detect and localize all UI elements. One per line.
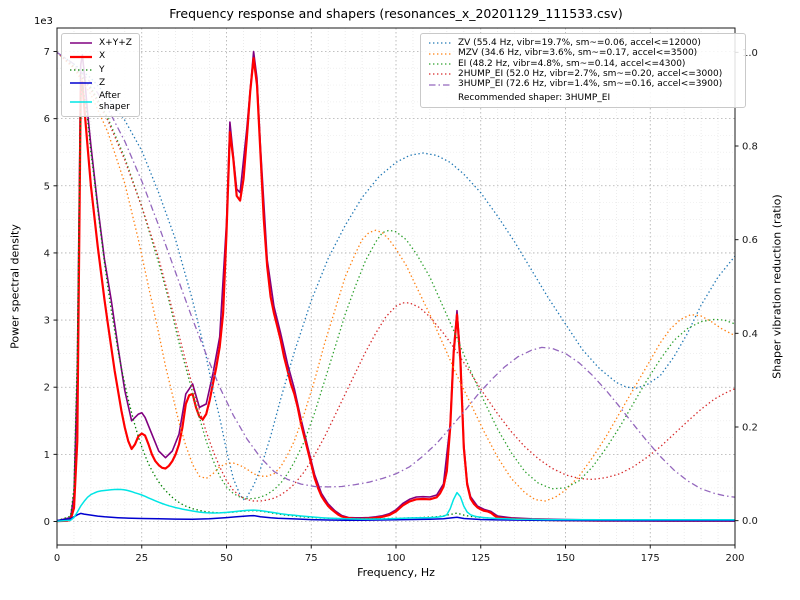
series-zv	[57, 51, 735, 501]
legend-label: X	[99, 51, 106, 62]
x-tick-label: 200	[725, 553, 744, 564]
legend-label: After shaper	[99, 91, 130, 112]
axis-ticks: 0 25 50 75 100 125 150 175 200 0 1 2 3 4 5 6 7 0.0 0.2 0.4 0…	[44, 47, 758, 564]
legend-line-z-icon	[70, 82, 92, 84]
legend-item-y: Y	[69, 65, 132, 75]
series-mzv	[57, 51, 735, 502]
x-tick-label: 50	[220, 553, 233, 564]
legend-line-mzv-icon	[429, 52, 451, 55]
series-x	[57, 57, 735, 523]
legend-item-2hump-ei: 2HUMP_EI (52.0 Hz, vibr=2.7%, sm~=0.20, …	[428, 69, 738, 79]
legend-line-y-icon	[70, 69, 92, 71]
legend-psd: X+Y+Z X Y Z After shaper	[61, 33, 140, 118]
legend-shaper-items: ZV (55.4 Hz, vibr=19.7%, sm~=0.06, accel…	[428, 38, 738, 90]
x-tick-label: 175	[641, 553, 660, 564]
legend-line-2hump-ei-icon	[429, 73, 451, 75]
grid-major	[56, 28, 736, 545]
legend-item-x: X	[69, 51, 132, 61]
legend-line-after-shaper-icon	[70, 100, 92, 103]
legend-label: EI (48.2 Hz, vibr=4.8%, sm~=0.14, accel<…	[458, 58, 686, 69]
y-axis-label-left: Power spectral density	[8, 224, 22, 349]
legend-item-after-shaper: After shaper	[69, 91, 132, 112]
x-tick-label: 125	[471, 553, 490, 564]
y-left-tick-label: 0	[44, 517, 50, 528]
recommended-shaper-note: Recommended shaper: 3HUMP_EI	[458, 92, 611, 103]
series-ei	[57, 51, 735, 500]
legend-label: Z	[99, 78, 106, 89]
y-right-tick-label: 0.2	[742, 422, 758, 433]
legend-line-ei-icon	[429, 63, 451, 65]
legend-line-x-y-z-icon	[70, 42, 92, 44]
legend-label: 3HUMP_EI (72.6 Hz, vibr=1.4%, sm~=0.16, …	[458, 79, 723, 90]
series-after-shaper	[57, 488, 735, 522]
y-right-tick-label: 0.4	[742, 329, 758, 340]
y-left-tick-label: 5	[44, 181, 50, 192]
y-right-tick-label: 1.0	[742, 48, 758, 59]
y-right-tick-label: 0.0	[742, 516, 758, 527]
y-left-tick-label: 3	[44, 316, 50, 327]
chart-title: Frequency response and shapers (resonanc…	[169, 6, 623, 21]
series-3hump-ei	[57, 51, 735, 498]
legend-item-ei: EI (48.2 Hz, vibr=4.8%, sm~=0.14, accel<…	[428, 59, 738, 69]
x-tick-label: 100	[386, 553, 405, 564]
legend-label: ZV (55.4 Hz, vibr=19.7%, sm~=0.06, accel…	[458, 38, 701, 48]
y-left-tick-label: 6	[44, 114, 50, 125]
y-left-tick-label: 1	[44, 450, 50, 461]
legend-item-mzv: MZV (34.6 Hz, vibr=3.6%, sm~=0.17, accel…	[428, 48, 738, 58]
legend-item-3hump-ei: 3HUMP_EI (72.6 Hz, vibr=1.4%, sm~=0.16, …	[428, 79, 738, 89]
legend-line-x-icon	[70, 55, 92, 58]
y-right-tick-label: 0.8	[742, 142, 758, 153]
series-lines	[57, 50, 735, 523]
x-tick-label: 150	[556, 553, 575, 564]
series-z	[57, 512, 735, 522]
y-right-tick-label: 0.6	[742, 235, 758, 246]
legend-label: 2HUMP_EI (52.0 Hz, vibr=2.7%, sm~=0.20, …	[458, 69, 723, 80]
legend-shapers: ZV (55.4 Hz, vibr=19.7%, sm~=0.06, accel…	[420, 33, 746, 108]
series-2hump-ei	[57, 51, 735, 502]
y-axis-offset-text: 1e3	[34, 16, 53, 27]
legend-label: X+Y+Z	[99, 38, 132, 48]
legend-line-zv-icon	[429, 42, 451, 44]
legend-item-zv: ZV (55.4 Hz, vibr=19.7%, sm~=0.06, accel…	[428, 38, 738, 48]
x-tick-label: 75	[305, 553, 318, 564]
y-left-tick-label: 7	[44, 47, 50, 58]
x-axis-label: Frequency, Hz	[357, 566, 435, 579]
x-tick-label: 0	[54, 553, 60, 564]
y-axis-label-right: Shaper vibration reduction (ratio)	[770, 194, 784, 379]
y-left-tick-label: 2	[44, 383, 50, 394]
legend-item-x-y-z: X+Y+Z	[69, 38, 132, 48]
legend-label: MZV (34.6 Hz, vibr=3.6%, sm~=0.17, accel…	[458, 48, 698, 59]
legend-line-3hump-ei-icon	[429, 83, 451, 86]
y-left-tick-label: 4	[44, 248, 50, 259]
legend-label: Y	[99, 64, 105, 75]
legend-item-z: Z	[69, 78, 132, 88]
x-tick-label: 25	[135, 553, 148, 564]
